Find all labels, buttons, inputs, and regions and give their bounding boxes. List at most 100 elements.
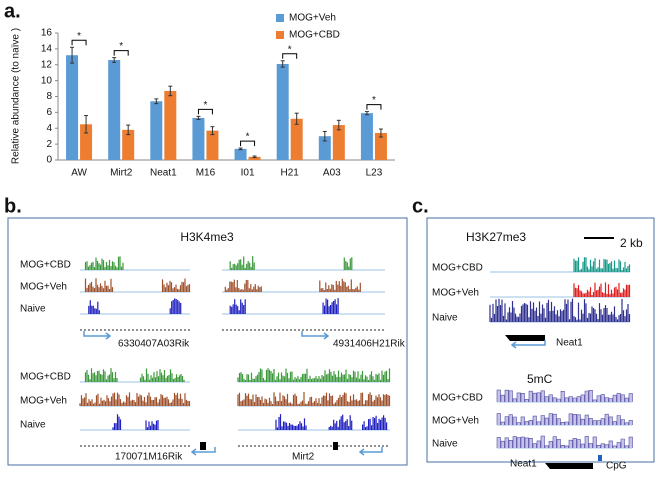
signal bbox=[84, 368, 185, 382]
bar bbox=[234, 148, 247, 160]
track-label: Naive bbox=[20, 420, 46, 431]
tss-arrow bbox=[358, 447, 383, 456]
panel-label: c. bbox=[412, 195, 429, 217]
signal bbox=[237, 368, 391, 382]
y-tick-label: 16 bbox=[41, 28, 53, 39]
panel-title: H3K4me3 bbox=[180, 230, 234, 244]
x-tick-label: M16 bbox=[196, 168, 216, 179]
x-tick-label: I01 bbox=[241, 168, 255, 179]
significance-bracket bbox=[282, 53, 298, 59]
signal bbox=[496, 389, 633, 402]
bar bbox=[150, 101, 163, 160]
bar bbox=[192, 117, 205, 160]
signal bbox=[229, 298, 339, 314]
x-tick-label: AW bbox=[71, 168, 87, 179]
signal bbox=[573, 282, 631, 297]
bar bbox=[66, 55, 79, 160]
tss-arrow bbox=[510, 340, 546, 349]
y-tick-label: 12 bbox=[41, 59, 53, 70]
track-label: MOG+Veh bbox=[432, 416, 479, 427]
bar bbox=[164, 90, 177, 160]
significance-bracket bbox=[197, 108, 213, 115]
signal bbox=[84, 278, 191, 292]
significance-label: * bbox=[77, 31, 81, 42]
gene-label: 4931406H21Rik bbox=[333, 339, 406, 350]
panel-label: a. bbox=[4, 0, 21, 22]
significance-bracket bbox=[71, 39, 87, 46]
section-title: 5mC bbox=[527, 372, 553, 386]
significance-label: * bbox=[372, 95, 376, 106]
track-label: MOG+CBD bbox=[20, 372, 71, 383]
bar bbox=[80, 124, 93, 160]
signal bbox=[79, 392, 191, 406]
signal bbox=[88, 298, 182, 314]
panel-c-frame bbox=[426, 217, 655, 463]
gene-label: Mirt2 bbox=[292, 452, 315, 463]
tss-arrow bbox=[301, 331, 330, 340]
signal bbox=[84, 256, 124, 270]
bar bbox=[290, 118, 303, 160]
bar bbox=[108, 59, 121, 160]
signal bbox=[275, 414, 388, 430]
bar bbox=[122, 129, 135, 160]
y-tick-label: 6 bbox=[46, 107, 52, 118]
signal bbox=[224, 278, 361, 292]
signal bbox=[112, 414, 159, 430]
y-tick-label: 14 bbox=[41, 44, 53, 55]
signal bbox=[573, 257, 631, 272]
significance-label: * bbox=[288, 44, 292, 55]
track-label: Naive bbox=[432, 313, 458, 324]
gene-label: 6330407A03Rik bbox=[118, 339, 190, 350]
track-label: MOG+CBD bbox=[432, 393, 483, 404]
significance-bracket bbox=[240, 140, 256, 147]
panel-label: b. bbox=[4, 195, 22, 217]
track-label: MOG+Veh bbox=[20, 282, 67, 293]
y-tick-label: 8 bbox=[46, 91, 52, 102]
y-tick-label: 0 bbox=[46, 155, 52, 166]
bar bbox=[276, 63, 289, 160]
significance-label: * bbox=[119, 41, 123, 52]
bar bbox=[360, 113, 373, 160]
bar bbox=[248, 156, 261, 160]
significance-bracket bbox=[113, 50, 129, 56]
track-label: MOG+Veh bbox=[20, 396, 67, 407]
gene-body bbox=[545, 463, 593, 469]
x-tick-label: L23 bbox=[366, 168, 383, 179]
signal bbox=[496, 435, 633, 448]
cpg-mark bbox=[598, 455, 602, 461]
gene-label: Neat1 bbox=[510, 459, 537, 470]
significance-label: * bbox=[203, 100, 207, 111]
gene-body bbox=[505, 335, 545, 341]
x-tick-label: A03 bbox=[323, 168, 341, 179]
legend-swatch bbox=[276, 31, 284, 39]
track-label: Naive bbox=[432, 439, 458, 450]
tss-arrow bbox=[83, 331, 112, 340]
bar bbox=[374, 133, 387, 160]
signal bbox=[229, 256, 353, 270]
track-label: Naive bbox=[20, 304, 46, 315]
bar bbox=[318, 136, 331, 160]
panel-b-frame bbox=[7, 217, 408, 466]
y-tick-label: 4 bbox=[46, 123, 52, 134]
signal bbox=[237, 392, 391, 406]
signal bbox=[489, 298, 631, 322]
track-label: MOG+CBD bbox=[432, 263, 483, 274]
exon bbox=[200, 442, 206, 450]
bar bbox=[206, 130, 219, 160]
x-tick-label: Neat1 bbox=[150, 168, 177, 179]
feature-label: CpG bbox=[606, 461, 627, 472]
y-tick-label: 2 bbox=[46, 139, 52, 150]
legend-swatch bbox=[276, 14, 284, 22]
track-label: MOG+CBD bbox=[20, 260, 71, 271]
signal bbox=[496, 413, 633, 425]
y-axis-label: Relative abundance (to naïve ) bbox=[11, 28, 22, 164]
x-tick-label: H21 bbox=[281, 168, 300, 179]
significance-label: * bbox=[246, 132, 250, 143]
exon bbox=[333, 442, 338, 450]
legend-label: MOG+Veh bbox=[289, 13, 336, 24]
tss-arrow bbox=[190, 447, 216, 456]
gene-label: Neat1 bbox=[556, 338, 583, 349]
scale-label: 2 kb bbox=[620, 236, 643, 250]
legend-label: MOG+CBD bbox=[289, 30, 340, 41]
